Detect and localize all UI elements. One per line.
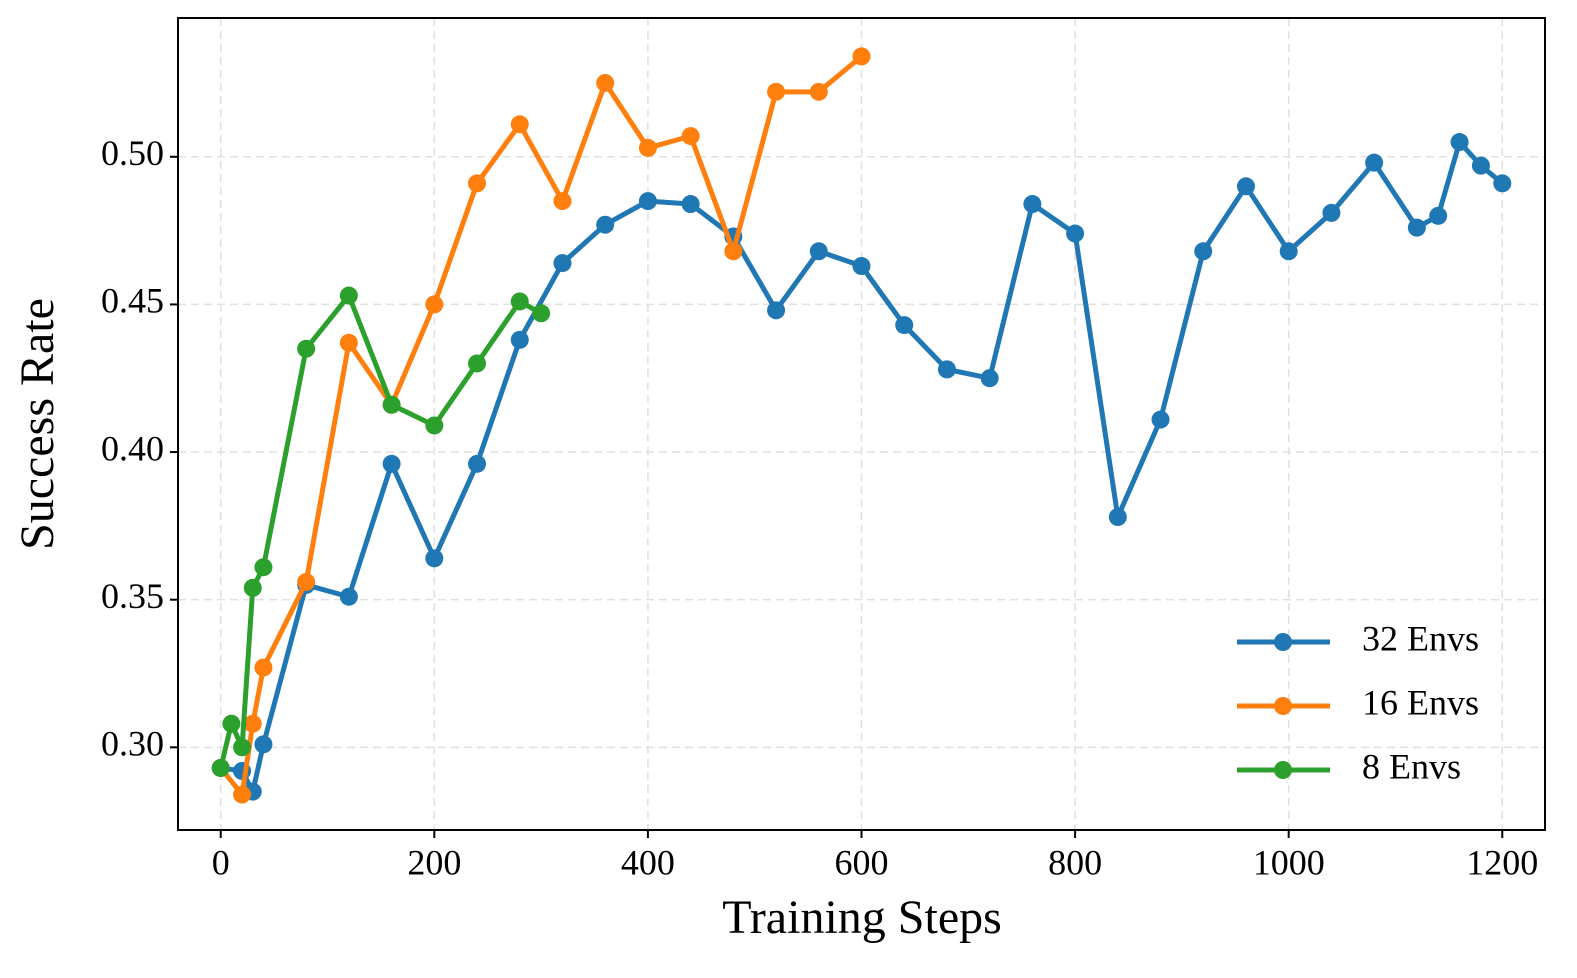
marker (425, 295, 444, 314)
marker (211, 758, 230, 777)
marker (1194, 242, 1213, 261)
marker (980, 369, 999, 388)
marker (1108, 508, 1127, 527)
marker (297, 572, 316, 591)
x-tick-label: 600 (835, 842, 889, 882)
legend-label: 32 Envs (1362, 618, 1479, 658)
marker (553, 192, 572, 211)
marker (532, 304, 551, 323)
marker (254, 558, 273, 577)
marker (1407, 218, 1426, 237)
marker (243, 714, 262, 733)
marker (382, 454, 401, 473)
marker (1450, 133, 1469, 152)
legend-marker (1274, 633, 1292, 651)
marker (254, 658, 273, 677)
x-axis-label: Training Steps (722, 891, 1002, 944)
marker (681, 195, 700, 214)
marker (553, 254, 572, 273)
marker (1493, 174, 1512, 193)
marker (468, 174, 487, 193)
marker (724, 242, 743, 261)
x-tick-label: 200 (407, 842, 461, 882)
marker (767, 301, 786, 320)
y-tick-label: 0.40 (101, 428, 164, 468)
marker (767, 82, 786, 101)
y-tick-label: 0.50 (101, 133, 164, 173)
marker (382, 395, 401, 414)
marker (1322, 203, 1341, 222)
marker (468, 454, 487, 473)
line (218, 54, 864, 798)
marker (852, 47, 871, 66)
marker (1471, 156, 1490, 175)
y-tick-label: 0.35 (101, 576, 164, 616)
marker (1279, 242, 1298, 261)
legend-label: 8 Envs (1362, 746, 1461, 786)
x-tick-label: 1200 (1466, 842, 1538, 882)
y-axis-label: Success Rate (11, 298, 64, 550)
legend-marker (1274, 761, 1292, 779)
marker (468, 354, 487, 373)
x-tick-label: 0 (212, 842, 230, 882)
marker (233, 738, 252, 757)
marker (809, 82, 828, 101)
marker (681, 127, 700, 146)
marker (1236, 177, 1255, 196)
marker (596, 73, 615, 92)
marker (937, 360, 956, 379)
marker (596, 215, 615, 234)
marker (510, 115, 529, 134)
marker (510, 330, 529, 349)
x-tick-label: 400 (621, 842, 675, 882)
marker (254, 735, 273, 754)
marker (425, 416, 444, 435)
marker (222, 714, 241, 733)
marker (243, 578, 262, 597)
marker (638, 192, 657, 211)
marker (425, 549, 444, 568)
marker (339, 333, 358, 352)
y-tick-label: 0.45 (101, 281, 164, 321)
marker (895, 316, 914, 335)
x-tick-label: 1000 (1253, 842, 1325, 882)
marker (510, 292, 529, 311)
marker (1023, 195, 1042, 214)
marker (852, 257, 871, 276)
marker (339, 587, 358, 606)
grid (178, 18, 1545, 830)
legend-label: 16 Envs (1362, 682, 1479, 722)
marker (809, 242, 828, 261)
x-tick-label: 800 (1048, 842, 1102, 882)
y-tick-label: 0.30 (101, 724, 164, 764)
marker (1066, 224, 1085, 243)
marker (1429, 206, 1448, 225)
marker (297, 339, 316, 358)
marker (339, 286, 358, 305)
marker (1151, 410, 1170, 429)
legend-marker (1274, 697, 1292, 715)
plot-frame (177, 17, 1546, 831)
marker (638, 138, 657, 157)
marker (233, 785, 252, 804)
line (218, 293, 543, 769)
marker (1365, 153, 1384, 172)
